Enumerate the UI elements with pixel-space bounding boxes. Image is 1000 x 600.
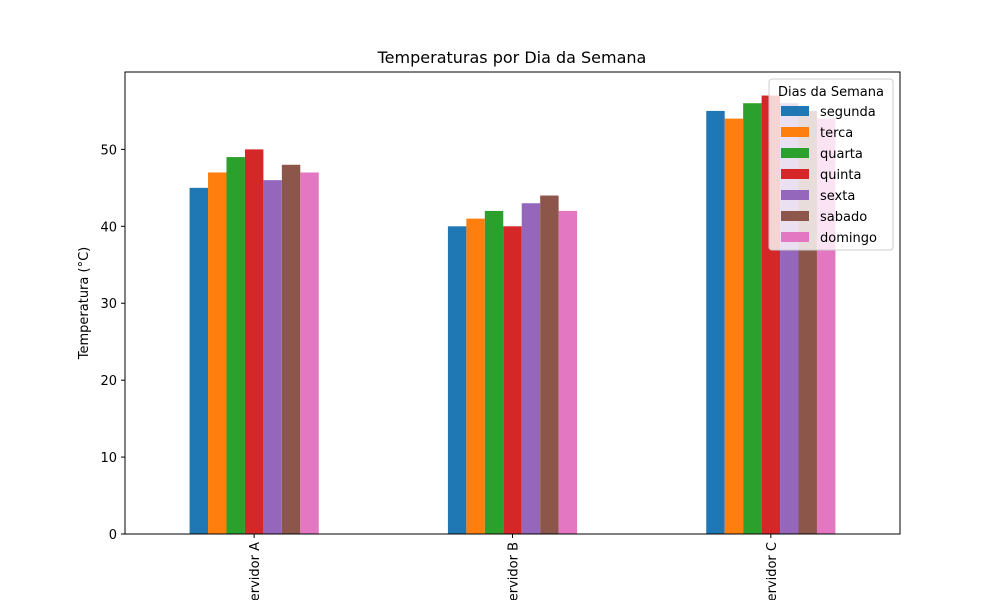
legend-swatch-quinta <box>781 169 809 179</box>
legend-box <box>768 78 894 251</box>
bar-terca-servidor-c <box>724 118 744 535</box>
y-tick-label: 10 <box>100 451 117 466</box>
bar-quarta-servidor-b <box>484 210 504 535</box>
bar-quarta-servidor-c <box>743 103 762 534</box>
bar-segunda-servidor-b <box>447 226 467 534</box>
bars-layer <box>189 95 836 535</box>
legend-title: Dias da Semana <box>778 85 884 100</box>
bar-quinta-servidor-b <box>503 226 522 534</box>
x-tick-label: Servidor B <box>507 542 522 600</box>
legend-swatch-segunda <box>781 106 809 116</box>
y-tick-label: 0 <box>109 528 117 543</box>
bar-quinta-servidor-a <box>244 149 264 534</box>
y-tick-label: 40 <box>100 220 117 235</box>
bar-domingo-servidor-b <box>558 210 578 535</box>
chart-title: Temperaturas por Dia da Semana <box>377 48 647 67</box>
bar-quarta-servidor-a <box>226 157 245 534</box>
legend-label-quinta: quinta <box>820 168 861 183</box>
legend-label-domingo: domingo <box>820 231 877 246</box>
y-tick-label: 50 <box>100 143 117 158</box>
y-tick-label: 20 <box>100 374 117 389</box>
x-tick-label: Servidor A <box>248 542 263 600</box>
bar-terca-servidor-b <box>466 218 485 534</box>
legend-label-quarta: quarta <box>820 147 863 162</box>
legend-swatch-quarta <box>781 148 809 158</box>
bar-terca-servidor-a <box>208 172 227 534</box>
y-axis-title: Temperatura (°C) <box>77 247 92 360</box>
legend-label-terca: terca <box>820 126 853 141</box>
bar-domingo-servidor-a <box>300 172 319 534</box>
bar-sabado-servidor-b <box>540 195 559 535</box>
legend-swatch-domingo <box>781 232 809 242</box>
x-tick-labels: Servidor A Servidor B Servidor C <box>248 542 780 600</box>
x-tick-label: Servidor C <box>765 542 780 600</box>
legend-label-segunda: segunda <box>820 105 876 120</box>
legend-label-sexta: sexta <box>820 189 855 204</box>
bar-sexta-servidor-a <box>263 180 282 534</box>
bar-segunda-servidor-a <box>189 187 209 534</box>
legend-swatch-sabado <box>781 211 809 221</box>
bar-segunda-servidor-c <box>706 110 725 535</box>
y-tick-label: 30 <box>100 297 117 312</box>
bar-sabado-servidor-a <box>281 164 301 534</box>
legend: Dias da Semana segunda terca quarta quinta se… <box>768 78 894 251</box>
legend-label-sabado: sabado <box>820 210 867 225</box>
legend-swatch-sexta <box>781 190 809 200</box>
legend-swatch-terca <box>781 127 809 137</box>
bar-sexta-servidor-b <box>521 203 541 535</box>
